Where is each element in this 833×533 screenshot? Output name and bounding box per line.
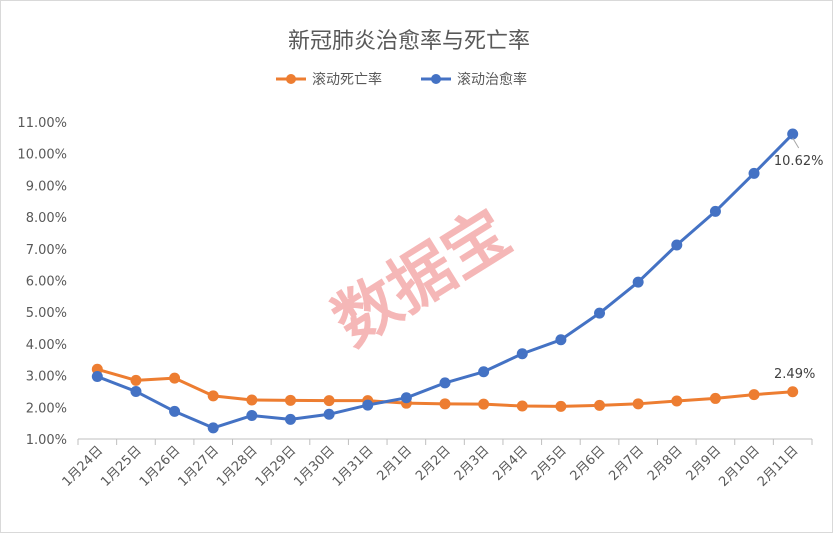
x-tick-label: 2月10日 [716,443,763,490]
point-death-rate [323,395,335,407]
point-death-rate [130,374,142,386]
point-cure-rate [671,239,683,251]
data-label-cure-rate: 10.62% [774,154,824,169]
point-cure-rate [632,276,644,288]
x-tick-label: 2月7日 [606,443,647,484]
point-death-rate [439,398,451,410]
x-tick-label: 2月1日 [375,443,416,484]
point-cure-rate [594,307,606,319]
point-cure-rate [516,348,528,360]
data-labels: 10.62% 2.49% [774,137,824,382]
y-tick-label: 7.00% [26,243,67,258]
legend-label-cure-rate: 滚动治愈率 [457,71,527,88]
point-death-rate [207,390,219,402]
y-tick-label: 2.00% [26,401,67,416]
point-death-rate [748,389,760,401]
point-cure-rate [323,408,335,420]
x-tick-label: 1月28日 [214,443,261,490]
point-cure-rate [130,385,142,397]
y-tick-label: 1.00% [26,433,67,448]
y-tick-label: 9.00% [26,179,67,194]
x-tick-label: 2月5日 [529,443,570,484]
point-death-rate [516,400,528,412]
point-cure-rate [709,205,721,217]
data-label-leader-line [792,137,800,149]
point-death-rate [671,395,683,407]
legend-marker-death-rate [286,74,296,84]
point-cure-rate [478,366,490,378]
x-tick-label: 1月26日 [137,443,184,490]
y-tick-label: 5.00% [26,306,67,321]
point-cure-rate [169,405,181,417]
x-tick-label: 2月11日 [755,443,802,490]
x-tick-label: 2月8日 [645,443,686,484]
x-tick-label: 2月4日 [490,443,531,484]
x-tick-label: 2月2日 [413,443,454,484]
x-tick-label: 1月31日 [330,443,377,490]
watermark: 数据宝 [321,196,523,361]
legend: 滚动死亡率 滚动治愈率 [276,71,527,88]
x-tick-label: 2月3日 [452,443,493,484]
point-cure-rate [207,422,219,434]
point-cure-rate [439,377,451,389]
point-death-rate [169,372,181,384]
point-death-rate [478,398,490,410]
point-death-rate [632,398,644,410]
y-tick-label: 4.00% [26,338,67,353]
point-death-rate [246,394,258,406]
point-cure-rate [362,399,374,411]
point-death-rate [787,386,799,398]
point-cure-rate [787,128,799,140]
y-tick-label: 6.00% [26,275,67,290]
point-death-rate [709,392,721,404]
point-death-rate [594,399,606,411]
y-tick-label: 8.00% [26,211,67,226]
legend-marker-cure-rate [431,74,441,84]
x-axis: 1月24日1月25日1月26日1月27日1月28日1月29日1月30日1月31日… [60,438,813,490]
chart-title: 新冠肺炎治愈率与死亡率 [288,29,530,54]
point-cure-rate [284,413,296,425]
point-death-rate [284,394,296,406]
point-cure-rate [91,371,103,383]
x-tick-label: 1月25日 [98,443,145,490]
point-cure-rate [400,392,412,404]
legend-label-death-rate: 滚动死亡率 [312,71,382,88]
data-label-death-rate: 2.49% [774,367,815,382]
y-tick-label: 11.00% [17,116,67,131]
x-tick-label: 1月24日 [60,443,107,490]
point-cure-rate [246,410,258,422]
point-death-rate [555,400,567,412]
x-tick-label: 1月30日 [291,443,338,490]
y-tick-label: 10.00% [17,148,67,163]
point-cure-rate [555,334,567,346]
x-tick-label: 1月27日 [175,443,222,490]
series-group [91,128,799,434]
x-tick-label: 1月29日 [253,443,300,490]
y-axis: 1.00% 2.00% 3.00% 4.00% 5.00% 6.00% 7.00% 8.00%… [17,116,67,448]
point-cure-rate [748,167,760,179]
y-tick-label: 3.00% [26,370,67,385]
x-tick-label: 2月6日 [568,443,609,484]
